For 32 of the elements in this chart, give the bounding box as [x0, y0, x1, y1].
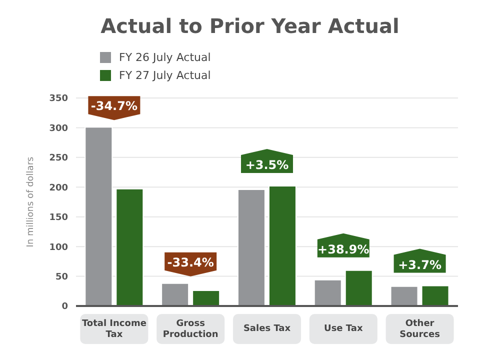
x-tick-label: Use Tax [324, 324, 363, 334]
bar [421, 285, 450, 306]
annotation: -34.7% [90, 99, 138, 114]
y-axis-title: In millions of dollars [26, 156, 36, 248]
y-tick-label: 0 [62, 302, 68, 312]
annotation: +3.5% [245, 158, 289, 172]
annotation: +38.9% [318, 242, 370, 256]
y-tick-label: 350 [49, 94, 68, 104]
chart-title: Actual to Prior Year Actual [100, 13, 400, 40]
bar [116, 188, 144, 306]
bar [237, 189, 266, 306]
bar [344, 270, 373, 306]
annotation: -33.4% [167, 255, 214, 270]
bar [84, 126, 113, 306]
bar [390, 286, 418, 306]
y-tick-label: 300 [49, 124, 68, 134]
bar [314, 279, 342, 306]
y-tick-label: 50 [55, 272, 68, 282]
bar [268, 185, 296, 306]
legend-label: FY 26 July Actual [119, 50, 211, 64]
y-tick-label: 250 [49, 154, 68, 164]
bar [192, 290, 220, 306]
y-tick-label: 200 [49, 183, 68, 194]
x-tick-label: Total Income Tax [82, 319, 146, 340]
y-tick-label: 100 [49, 242, 68, 253]
x-tick-label: Gross Production [162, 319, 218, 340]
bar [161, 282, 190, 306]
x-tick-label: Other Sources [400, 319, 440, 340]
x-tick-label: Sales Tax [243, 324, 291, 334]
y-tick-label: 150 [49, 213, 68, 224]
annotation: +3.7% [398, 258, 442, 272]
legend-label: FY 27 July Actual [119, 68, 211, 82]
